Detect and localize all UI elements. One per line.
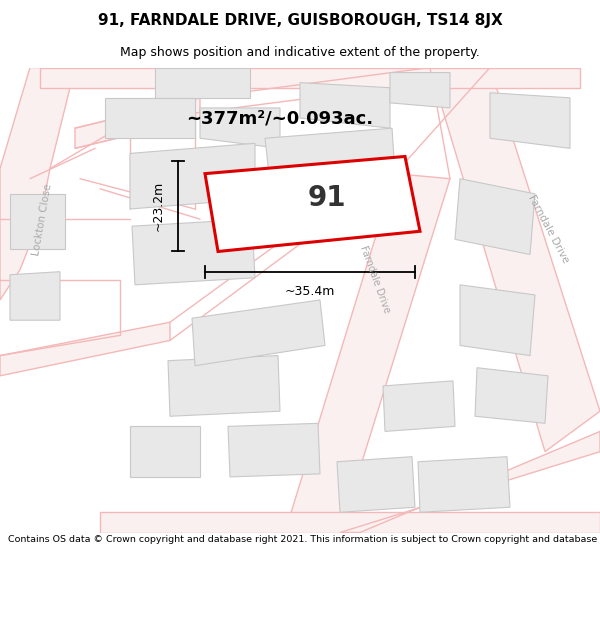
Polygon shape [340,431,600,532]
Polygon shape [130,143,255,209]
Polygon shape [132,219,255,285]
Polygon shape [40,68,580,88]
Polygon shape [0,322,170,376]
Polygon shape [300,82,390,128]
Polygon shape [390,72,450,108]
Polygon shape [490,92,570,148]
Text: 91, FARNDALE DRIVE, GUISBOROUGH, TS14 8JX: 91, FARNDALE DRIVE, GUISBOROUGH, TS14 8J… [98,12,502,28]
Text: Farndale Drive: Farndale Drive [358,245,392,315]
Polygon shape [285,174,450,532]
Polygon shape [155,68,250,98]
Polygon shape [10,194,65,249]
Text: ~23.2m: ~23.2m [151,181,164,231]
Polygon shape [130,426,200,477]
Text: Farndale Drive: Farndale Drive [526,194,570,265]
Text: Lockton Close: Lockton Close [31,182,53,256]
Polygon shape [105,98,195,138]
Polygon shape [430,68,600,452]
Polygon shape [460,285,535,356]
Polygon shape [192,300,325,366]
Polygon shape [100,512,600,532]
Text: Contains OS data © Crown copyright and database right 2021. This information is : Contains OS data © Crown copyright and d… [8,535,600,544]
Polygon shape [418,457,510,512]
Polygon shape [228,423,320,477]
Polygon shape [0,68,75,300]
Polygon shape [10,272,60,320]
Polygon shape [205,156,420,251]
Polygon shape [265,128,395,184]
Text: Map shows position and indicative extent of the property.: Map shows position and indicative extent… [120,46,480,59]
Polygon shape [337,457,415,512]
Polygon shape [200,108,280,148]
Polygon shape [455,179,535,254]
Text: ~377m²/~0.093ac.: ~377m²/~0.093ac. [187,109,374,127]
Text: ~35.4m: ~35.4m [285,286,335,298]
Text: 91: 91 [308,184,346,212]
Polygon shape [168,356,280,416]
Polygon shape [475,368,548,423]
Polygon shape [383,381,455,431]
Polygon shape [75,98,200,148]
